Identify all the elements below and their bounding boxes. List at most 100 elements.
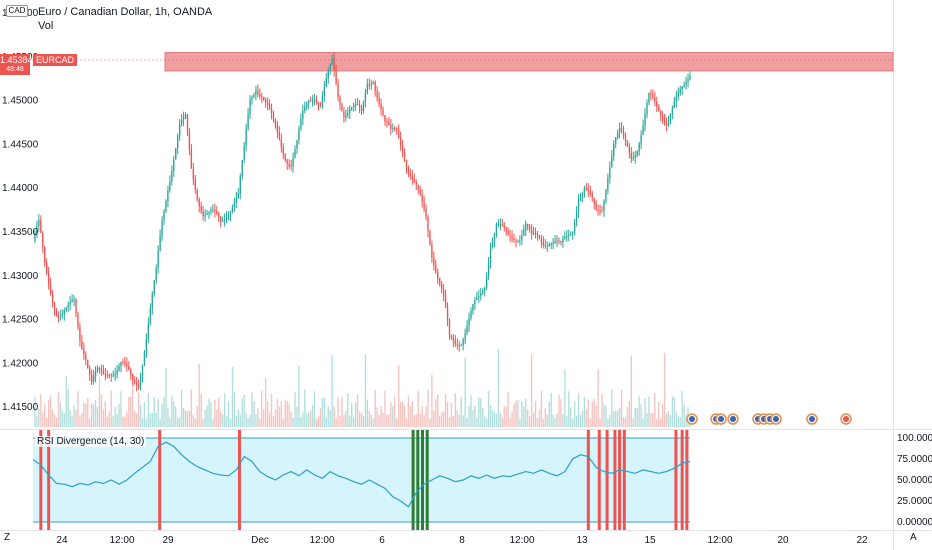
time-tick-label: 13 xyxy=(576,535,588,546)
volume-bar xyxy=(171,395,173,427)
candle-body xyxy=(227,215,230,218)
volume-bar xyxy=(280,401,283,427)
economic-events[interactable] xyxy=(686,413,852,425)
volume-bar xyxy=(452,416,455,427)
candle-body xyxy=(511,236,513,239)
volume-bar xyxy=(630,355,633,427)
candle-body xyxy=(448,320,451,336)
volume-bar xyxy=(276,398,279,427)
rsi-pane[interactable] xyxy=(32,430,691,530)
candle-body xyxy=(597,210,599,212)
volume-bar xyxy=(243,394,245,427)
volume-bar xyxy=(257,408,259,427)
candle-body xyxy=(220,217,222,222)
candle-body xyxy=(499,224,502,226)
candle-body xyxy=(81,340,83,349)
volume-bar xyxy=(380,406,382,427)
volume-bar xyxy=(517,399,519,427)
volume-bar xyxy=(337,397,339,427)
volume-bar xyxy=(94,400,97,427)
candle-body xyxy=(268,105,271,109)
candle-body xyxy=(137,385,140,387)
volume-bar xyxy=(132,375,134,427)
candle-body xyxy=(286,160,288,164)
volume-bar xyxy=(667,411,670,427)
currency-badge[interactable]: CAD xyxy=(6,5,28,17)
candle-body xyxy=(534,232,537,234)
rsi-indicator-title[interactable]: RSI Divergence (14, 30) xyxy=(35,436,147,447)
rsi-tick-label: 25.00000 xyxy=(897,496,932,507)
volume-bar xyxy=(386,414,388,427)
volume-bar xyxy=(261,390,263,427)
volume-bar xyxy=(180,390,183,427)
candle-body xyxy=(278,132,281,140)
volume-bar xyxy=(274,409,277,427)
volume-bar xyxy=(194,418,196,427)
volume-bar xyxy=(137,392,140,427)
timezone-corner-label[interactable]: Z xyxy=(4,532,11,543)
bearish-divergence-bar xyxy=(47,430,51,530)
candle-body xyxy=(77,313,79,328)
candle-body xyxy=(521,235,523,240)
volume-bar xyxy=(595,405,597,427)
candle-body xyxy=(618,127,621,133)
volume-bar xyxy=(656,418,658,427)
candlesticks[interactable] xyxy=(34,52,691,392)
candle-body xyxy=(663,119,666,124)
candle-body xyxy=(540,238,543,242)
volume-bar xyxy=(440,412,443,427)
candle-body xyxy=(601,210,603,212)
candle-body xyxy=(319,104,322,106)
volume-bar xyxy=(128,396,130,427)
volume-bar xyxy=(388,414,390,427)
volume-bar xyxy=(421,406,423,427)
candle-body xyxy=(225,217,228,220)
candle-body xyxy=(167,190,169,201)
volume-bar xyxy=(556,413,558,427)
candle-body xyxy=(568,234,570,237)
resistance-zone[interactable] xyxy=(164,52,894,72)
volume-bar xyxy=(589,418,591,427)
candle-body xyxy=(384,115,386,122)
candle-body xyxy=(323,86,326,97)
volume-bar xyxy=(327,405,329,427)
candle-body xyxy=(178,124,181,137)
candle-body xyxy=(658,106,660,112)
candle-body xyxy=(352,105,355,108)
bearish-divergence-bar xyxy=(597,430,601,530)
volume-bar xyxy=(302,412,304,427)
candle-body xyxy=(399,137,402,146)
price-tick-label: 1.42500 xyxy=(2,315,39,326)
volume-bar xyxy=(290,411,292,427)
candle-body xyxy=(132,374,134,381)
volume-bar xyxy=(501,417,503,427)
candle-body xyxy=(145,338,148,353)
bullish-divergence-bar xyxy=(425,430,429,530)
candle-body xyxy=(378,97,380,105)
candle-body xyxy=(153,280,155,295)
candle-body xyxy=(380,104,382,110)
auto-scale-button[interactable]: A xyxy=(910,532,917,543)
candle-body xyxy=(462,339,464,345)
volume-bar xyxy=(300,416,302,427)
volume-bar xyxy=(151,413,153,427)
candle-body xyxy=(300,119,302,129)
volume-label: Vol xyxy=(38,20,54,32)
candle-body xyxy=(364,92,367,102)
candle-body xyxy=(442,289,445,296)
candle-body xyxy=(366,84,369,93)
volume-bar xyxy=(493,412,496,427)
volume-bar xyxy=(548,401,550,427)
candle-body xyxy=(126,363,128,366)
candle-body xyxy=(257,90,259,94)
volume-bar xyxy=(507,392,509,427)
event-icon-dot xyxy=(809,416,815,422)
candle-body xyxy=(491,241,494,249)
volume-bar xyxy=(296,406,298,427)
volume-bar xyxy=(270,393,273,427)
candle-body xyxy=(329,63,331,71)
event-icon-dot xyxy=(773,416,779,422)
volume-bar xyxy=(220,411,222,427)
candle-body xyxy=(652,94,654,98)
